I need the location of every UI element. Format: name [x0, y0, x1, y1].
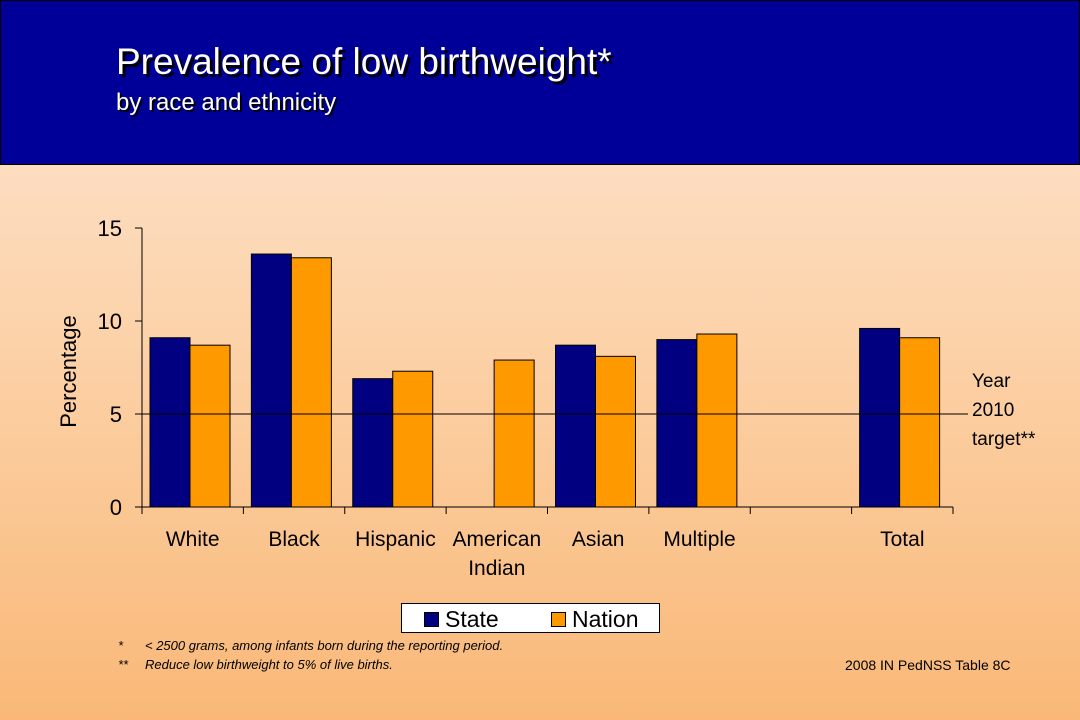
x-tick-label: Black	[268, 528, 320, 551]
legend-item-state: State	[424, 606, 499, 633]
target-label-line: 2010	[972, 400, 1015, 421]
bar-state	[656, 339, 698, 508]
source-note: 2008 IN PedNSS Table 8C	[845, 657, 1011, 673]
bar-state	[149, 337, 191, 508]
bar-nation	[899, 337, 941, 508]
x-tick-label: White	[166, 528, 220, 551]
page-subtitle: by race and ethnicity	[116, 89, 337, 116]
y-tick-label: 5	[110, 402, 122, 427]
bar-nation	[493, 359, 535, 508]
bar-nation	[392, 370, 434, 508]
bar-nation	[595, 355, 636, 508]
footnote-mark: **	[118, 657, 129, 672]
footnote-text: < 2500 grams, among infants born during …	[145, 638, 504, 653]
target-label-line: Year	[972, 371, 1011, 392]
x-tick-label: Multiple	[663, 528, 735, 551]
footnotes: * < 2500 grams, among infants born durin…	[118, 636, 503, 674]
footnote: * < 2500 grams, among infants born durin…	[118, 636, 503, 655]
y-tick-label: 0	[110, 495, 122, 520]
legend-swatch-state	[424, 612, 439, 627]
y-axis-title: Percentage	[56, 315, 81, 428]
bar-chart: 0 5 10 15 Percentage White Black Hispanic Americ…	[56, 216, 968, 580]
y-tick-label: 15	[98, 216, 122, 241]
legend-label-state: State	[445, 606, 499, 632]
target-line-label: Year 2010 target**	[972, 367, 1072, 454]
footnote-mark: *	[118, 638, 124, 653]
footnote-text: Reduce low birthweight to 5% of live bir…	[145, 657, 393, 672]
page-title: Prevalence of low birthweight*	[116, 41, 612, 82]
x-tick-label: Hispanic	[355, 528, 436, 551]
x-tick-label: Asian	[572, 528, 625, 551]
title-banner: Prevalence of low birthweight* by race a…	[0, 0, 1080, 165]
x-tick-label: American	[452, 528, 541, 551]
x-tick-label: Total	[880, 528, 924, 551]
bar-state	[352, 378, 394, 508]
footnote: ** Reduce low birthweight to 5% of live …	[118, 655, 503, 674]
bar-nation	[189, 344, 231, 508]
bar-nation	[290, 257, 332, 508]
bar-state	[859, 327, 901, 508]
bar-state	[555, 344, 596, 508]
y-tick-label: 10	[98, 309, 122, 334]
bar-nation	[696, 333, 738, 508]
target-label-line: target**	[972, 429, 1036, 450]
legend-item-nation: Nation	[551, 606, 638, 633]
x-tick-label: Indian	[468, 557, 525, 580]
legend-swatch-nation	[551, 612, 566, 627]
chart-legend: State Nation	[401, 603, 660, 633]
bar-state	[250, 253, 292, 508]
legend-label-nation: Nation	[572, 606, 639, 632]
